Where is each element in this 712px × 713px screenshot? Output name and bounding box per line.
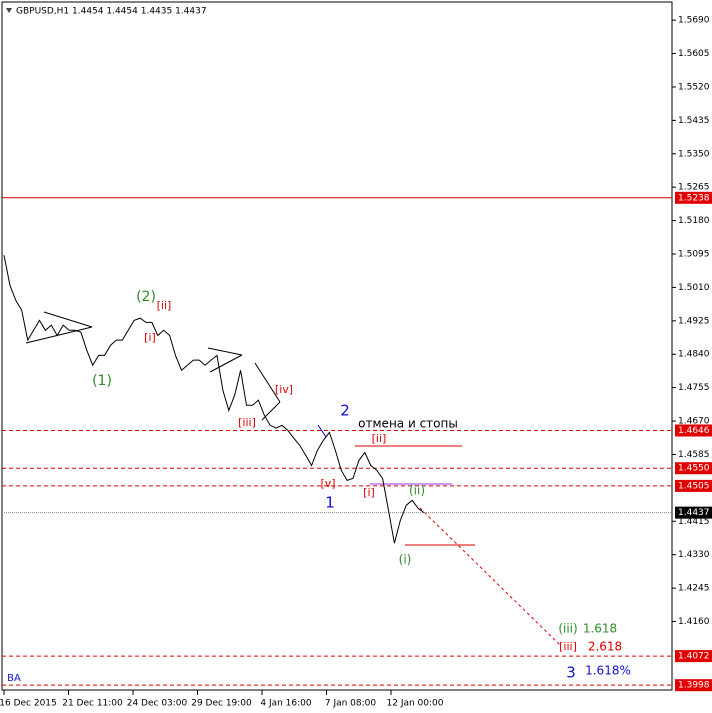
x-tick-label: 24 Dec 03:00 (127, 699, 188, 709)
wave-label: [iii] (559, 640, 577, 653)
x-tick-label: 21 Dec 11:00 (62, 699, 123, 709)
current-price-bg (675, 506, 712, 519)
level-label-bg (675, 679, 712, 692)
y-tick-label: 1.4755 (678, 383, 710, 393)
y-tick-label: 1.4330 (678, 550, 710, 560)
wave-label: 1.618 (583, 622, 617, 636)
y-tick-label: 1.5095 (678, 250, 710, 260)
level-label-bg (675, 191, 712, 204)
wave-label: [i] (144, 331, 156, 344)
wave-label: (1) (92, 373, 112, 389)
level-label: 1.4550 (678, 464, 710, 474)
wave-label: [v] (320, 477, 335, 490)
triangle-line (25, 326, 93, 344)
wave-label: (2) (136, 289, 156, 305)
y-tick-label: 1.5690 (678, 16, 710, 26)
level-label: 1.4072 (678, 652, 710, 662)
wave-label: 1 (325, 494, 335, 512)
wave-label: 3 (566, 664, 576, 682)
level-label-bg (675, 462, 712, 475)
y-tick-label: 1.5180 (678, 216, 710, 226)
wave-label: 1.618% (585, 664, 631, 678)
plot-frame (1, 1, 673, 691)
title-marker (6, 8, 12, 13)
level-label: 1.3998 (678, 681, 710, 691)
triangle-line (209, 354, 243, 373)
wave-label: [iii] (238, 416, 256, 429)
triangle-line (43, 311, 93, 328)
x-tick-label: 4 Jan 16:00 (260, 699, 312, 709)
drawings (25, 311, 561, 646)
chart-title: GBPUSD,H1 1.4454 1.4454 1.4435 1.4437 (16, 7, 207, 17)
price-line (3, 255, 425, 544)
current-price-label: 1.4437 (678, 508, 710, 518)
y-tick-label: 1.5010 (678, 283, 710, 293)
x-tick-label: 16 Dec 2015 (0, 699, 57, 709)
y-tick-label: 1.5435 (678, 116, 710, 126)
y-tick-label: 1.4585 (678, 450, 710, 460)
triangle-line (207, 347, 243, 356)
y-tick-label: 1.4245 (678, 584, 710, 594)
y-tick-label: 1.5605 (678, 49, 710, 59)
y-tick-label: 1.4415 (678, 517, 710, 527)
level-label: 1.4505 (678, 481, 710, 491)
projection-line (419, 507, 561, 646)
x-tick-label: 12 Jan 00:00 (387, 699, 444, 709)
y-tick-label: 1.5265 (678, 183, 710, 193)
wave-label: [iv] (275, 383, 293, 396)
x-tick-label: 7 Jan 08:00 (325, 699, 377, 709)
level-label-bg (675, 424, 712, 437)
wave-label: [ii] (372, 432, 387, 445)
wave-mark (317, 424, 327, 438)
y-tick-label: 1.4670 (678, 417, 710, 427)
x-tick-label: 29 Dec 19:00 (191, 699, 252, 709)
wave-label: 2.618 (588, 640, 622, 654)
wave-label: (iii) (558, 622, 577, 636)
wave-label: (i) (399, 553, 412, 567)
wave-label: [ii] (157, 299, 172, 312)
y-tick-label: 1.5350 (678, 149, 710, 159)
level-label-bg (675, 479, 712, 492)
level-label: 1.4646 (678, 426, 710, 436)
wave-label: отмена и стопы (358, 417, 458, 431)
wave-label: 2 (340, 402, 350, 420)
y-tick-label: 1.4925 (678, 316, 710, 326)
triangle-line (254, 362, 281, 403)
wave-label: BA (7, 673, 21, 684)
y-tick-label: 1.4160 (678, 617, 710, 627)
level-label-bg (675, 650, 712, 663)
wave-label: (ii) (409, 484, 425, 498)
y-tick-label: 1.5520 (678, 82, 710, 92)
y-tick-label: 1.4840 (678, 350, 710, 360)
level-label: 1.5238 (678, 193, 710, 203)
wave-label: [i] (363, 486, 375, 499)
